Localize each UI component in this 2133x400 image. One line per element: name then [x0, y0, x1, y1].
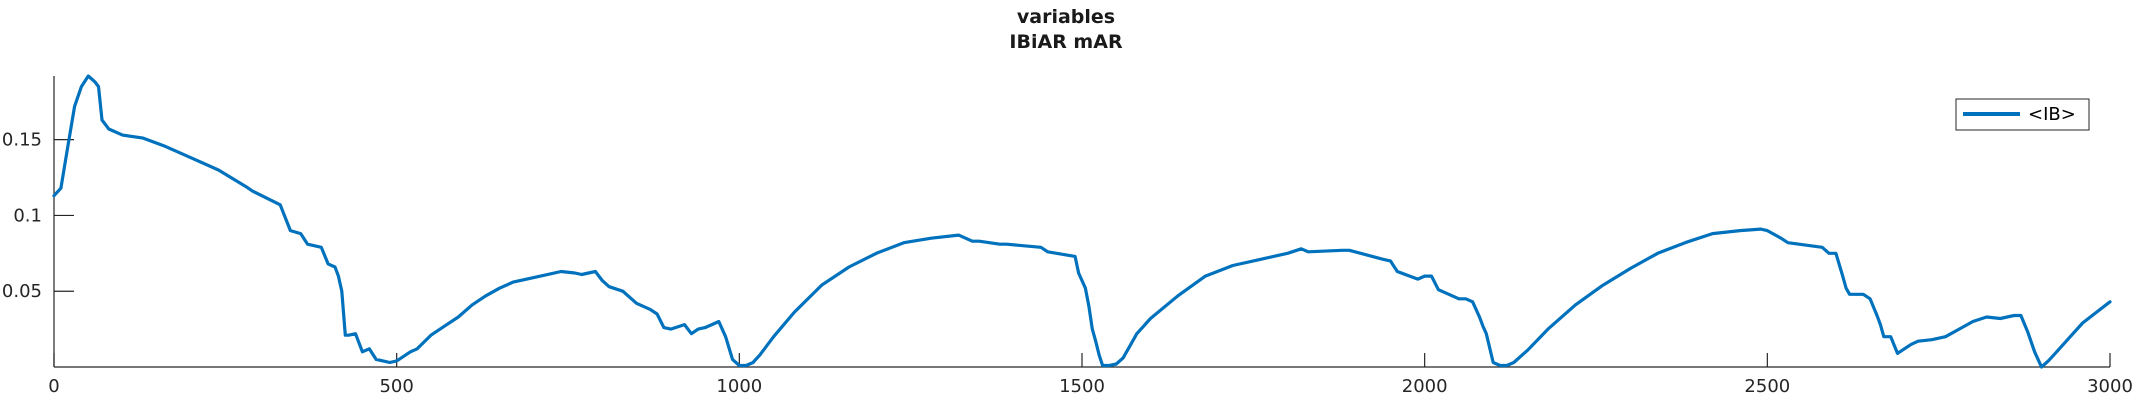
- x-tick-label: 3000: [2087, 376, 2133, 397]
- x-tick-label: 500: [379, 376, 413, 397]
- x-tick-label: 2500: [1744, 376, 1790, 397]
- x-ticks: 0 500 1000 1500 2000 2500 3000: [48, 353, 2133, 397]
- chart-subtitle: IBiAR mAR: [1009, 31, 1123, 53]
- legend-label: <IB>: [2028, 104, 2076, 125]
- x-tick-label: 2000: [1402, 376, 1448, 397]
- y-tick-label: 0.1: [13, 205, 42, 226]
- x-tick-label: 1500: [1059, 376, 1105, 397]
- plot-area: 0 500 1000 1500 2000 2500 3000 0.05 0.1 0.15: [2, 74, 2133, 397]
- y-ticks: 0.05 0.1 0.15: [2, 130, 74, 302]
- y-tick-label: 0.05: [2, 281, 42, 302]
- series-layer: [52, 74, 2112, 369]
- x-tick-label: 1000: [716, 376, 762, 397]
- legend: <IB>: [1955, 98, 2090, 131]
- x-tick-label: 0: [48, 376, 59, 397]
- y-tick-label: 0.15: [2, 130, 42, 151]
- series-line-ib: [52, 74, 2112, 369]
- chart-title: variables: [1017, 6, 1115, 28]
